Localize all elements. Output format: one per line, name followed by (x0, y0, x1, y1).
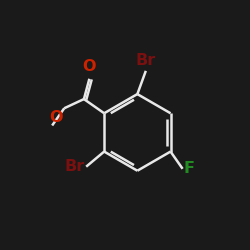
Text: Br: Br (136, 54, 156, 68)
Text: Br: Br (65, 159, 85, 174)
Text: F: F (184, 161, 195, 176)
Text: O: O (50, 110, 63, 124)
Text: O: O (82, 59, 96, 74)
